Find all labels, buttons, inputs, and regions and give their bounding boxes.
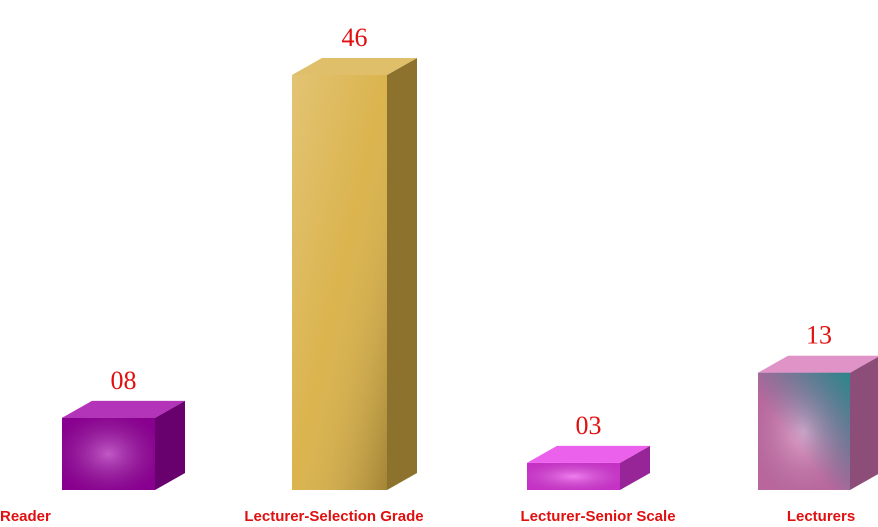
bar-side	[387, 58, 417, 490]
bar-top-shade	[758, 355, 878, 373]
bar-side	[850, 356, 878, 490]
bar-top	[758, 355, 878, 373]
bar-top-shade	[292, 58, 417, 75]
bar-side-shade	[155, 400, 185, 490]
bar-top-shade	[62, 400, 185, 418]
bar-top	[527, 445, 650, 463]
bar-side-shade	[850, 356, 878, 490]
bar-shade	[527, 462, 620, 490]
value-label: 08	[111, 366, 137, 395]
bar-side-shade	[620, 445, 650, 490]
x-tick-label: Reader	[0, 508, 51, 525]
bar-shade	[292, 75, 387, 490]
bar-shade	[62, 417, 155, 490]
bar-top	[62, 400, 185, 418]
bar-tint	[758, 372, 850, 490]
bar-side-shade	[387, 58, 417, 490]
bar-side	[155, 400, 185, 490]
value-label: 03	[576, 411, 602, 440]
bar-top	[292, 58, 417, 75]
x-tick-label: Lecturers	[787, 508, 855, 525]
bar-side	[620, 445, 650, 490]
x-tick-label: Lecturer-Selection Grade	[244, 508, 423, 525]
bar-top-shade	[527, 445, 650, 463]
x-tick-label: Lecturer-Senior Scale	[520, 508, 675, 525]
value-label: 46	[342, 23, 368, 52]
value-label: 13	[806, 321, 832, 350]
